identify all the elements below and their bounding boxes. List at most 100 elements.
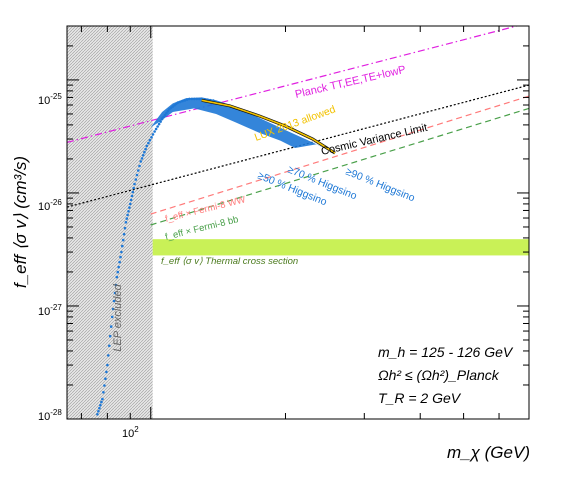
scan-point: [166, 109, 170, 113]
axis-ticks: [67, 26, 530, 420]
scan-point: [176, 101, 180, 104]
scan-point: [127, 210, 130, 213]
higgsino-scan-band: [150, 97, 337, 155]
scan-point: [102, 391, 105, 394]
scan-point: [188, 97, 191, 101]
scan-point: [185, 98, 189, 101]
scan-point: [151, 133, 155, 136]
annotation-tr: T_R = 2 GeV: [378, 390, 462, 406]
scan-point: [103, 384, 106, 387]
y-tick-label: 10-27: [38, 303, 62, 318]
scan-point: [145, 144, 149, 148]
reference-line-0: [67, 26, 520, 143]
scan-point: [150, 136, 153, 139]
scan-point: [125, 217, 129, 220]
scan-point: [109, 325, 113, 328]
plot-area: [66, 25, 530, 420]
reference-lines: [67, 26, 529, 226]
plot-frame: [66, 25, 530, 420]
scan-point: [154, 127, 158, 131]
scan-point: [181, 99, 184, 103]
scan-point: [123, 226, 127, 230]
scan-point: [163, 113, 167, 117]
scan-point: [137, 169, 140, 172]
scan-point: [198, 97, 201, 101]
scan-point: [115, 275, 119, 279]
scan-point: [159, 120, 162, 123]
scan-point: [108, 334, 112, 338]
scan-point: [139, 160, 143, 163]
scan-point: [193, 97, 196, 101]
y-tick-label: 10-26: [38, 198, 62, 213]
scan-point: [165, 111, 168, 115]
scan-point: [140, 157, 144, 160]
allowed-curve: [201, 99, 336, 154]
scan-point: [99, 403, 102, 407]
y-tick-label: 10-28: [38, 408, 62, 423]
scan-point: [108, 344, 111, 348]
scan-point: [124, 221, 128, 224]
scan-point: [119, 255, 122, 259]
scan-point: [130, 194, 134, 198]
lep-excluded-label: LEP excluded: [112, 283, 124, 351]
scan-point: [106, 363, 109, 367]
lep-excluded-band: [67, 26, 153, 419]
thermal-band-label: f_eff ⟨σ v⟩ Thermal cross section: [161, 256, 298, 267]
scan-point: [178, 100, 182, 104]
annotation-mh: m_h = 125 - 126 GeV: [378, 344, 514, 360]
scan-point: [107, 354, 110, 357]
scan-point: [111, 307, 115, 311]
y-tick-labels: 10-28 10-27 10-26 10-25: [38, 92, 62, 423]
scan-point: [160, 117, 164, 121]
scan-point: [118, 260, 121, 264]
scan-point: [129, 202, 132, 206]
scan-point: [143, 150, 146, 154]
scan-point: [148, 138, 152, 142]
scan-point: [135, 173, 139, 177]
scan-point: [100, 400, 103, 404]
scan-point: [162, 115, 165, 119]
scan-point: [171, 105, 174, 108]
scan-point: [117, 265, 120, 269]
scan-point: [190, 97, 194, 101]
scan-point: [183, 99, 187, 102]
y-axis-label: f_eff ⟨σ v⟩ (cm³/s): [11, 156, 30, 288]
x-axis-label: m_χ (GeV): [447, 443, 530, 462]
thermal-cross-section-band: [152, 239, 529, 256]
scan-point: [141, 154, 145, 157]
scan-point: [156, 125, 159, 128]
scan-point: [98, 406, 101, 410]
scan-point: [97, 410, 100, 413]
scan-point: [129, 198, 133, 202]
scan-point: [104, 377, 107, 381]
scan-point: [116, 270, 120, 274]
scan-point: [112, 299, 116, 303]
reference-line-2: [150, 95, 529, 215]
scan-points: [96, 97, 337, 416]
scan-point: [122, 232, 126, 236]
reference-line-3: [150, 107, 529, 226]
scan-point: [121, 238, 125, 242]
scan-point: [114, 283, 118, 287]
scan-point: [128, 206, 131, 209]
x-tick-label: 102: [122, 425, 139, 440]
scan-point: [138, 164, 141, 168]
scan-point: [120, 250, 123, 254]
scan-point: [133, 182, 136, 186]
scan-point: [121, 244, 124, 248]
scan-point: [126, 213, 129, 217]
scan-point: [113, 291, 117, 295]
y-tick-label: 10-25: [38, 92, 62, 107]
annotation-omega: Ωh² ≤ (Ωh²)_Planck: [378, 367, 500, 383]
scan-point: [105, 370, 108, 374]
scan-point: [157, 122, 161, 126]
scan-point: [132, 186, 135, 190]
scan-point: [144, 147, 147, 151]
scan-point: [195, 97, 199, 101]
scan-point: [101, 397, 104, 401]
scan-point: [131, 190, 135, 194]
scan-point: [134, 178, 138, 181]
scan-point: [147, 141, 150, 145]
scan-point: [96, 413, 99, 416]
